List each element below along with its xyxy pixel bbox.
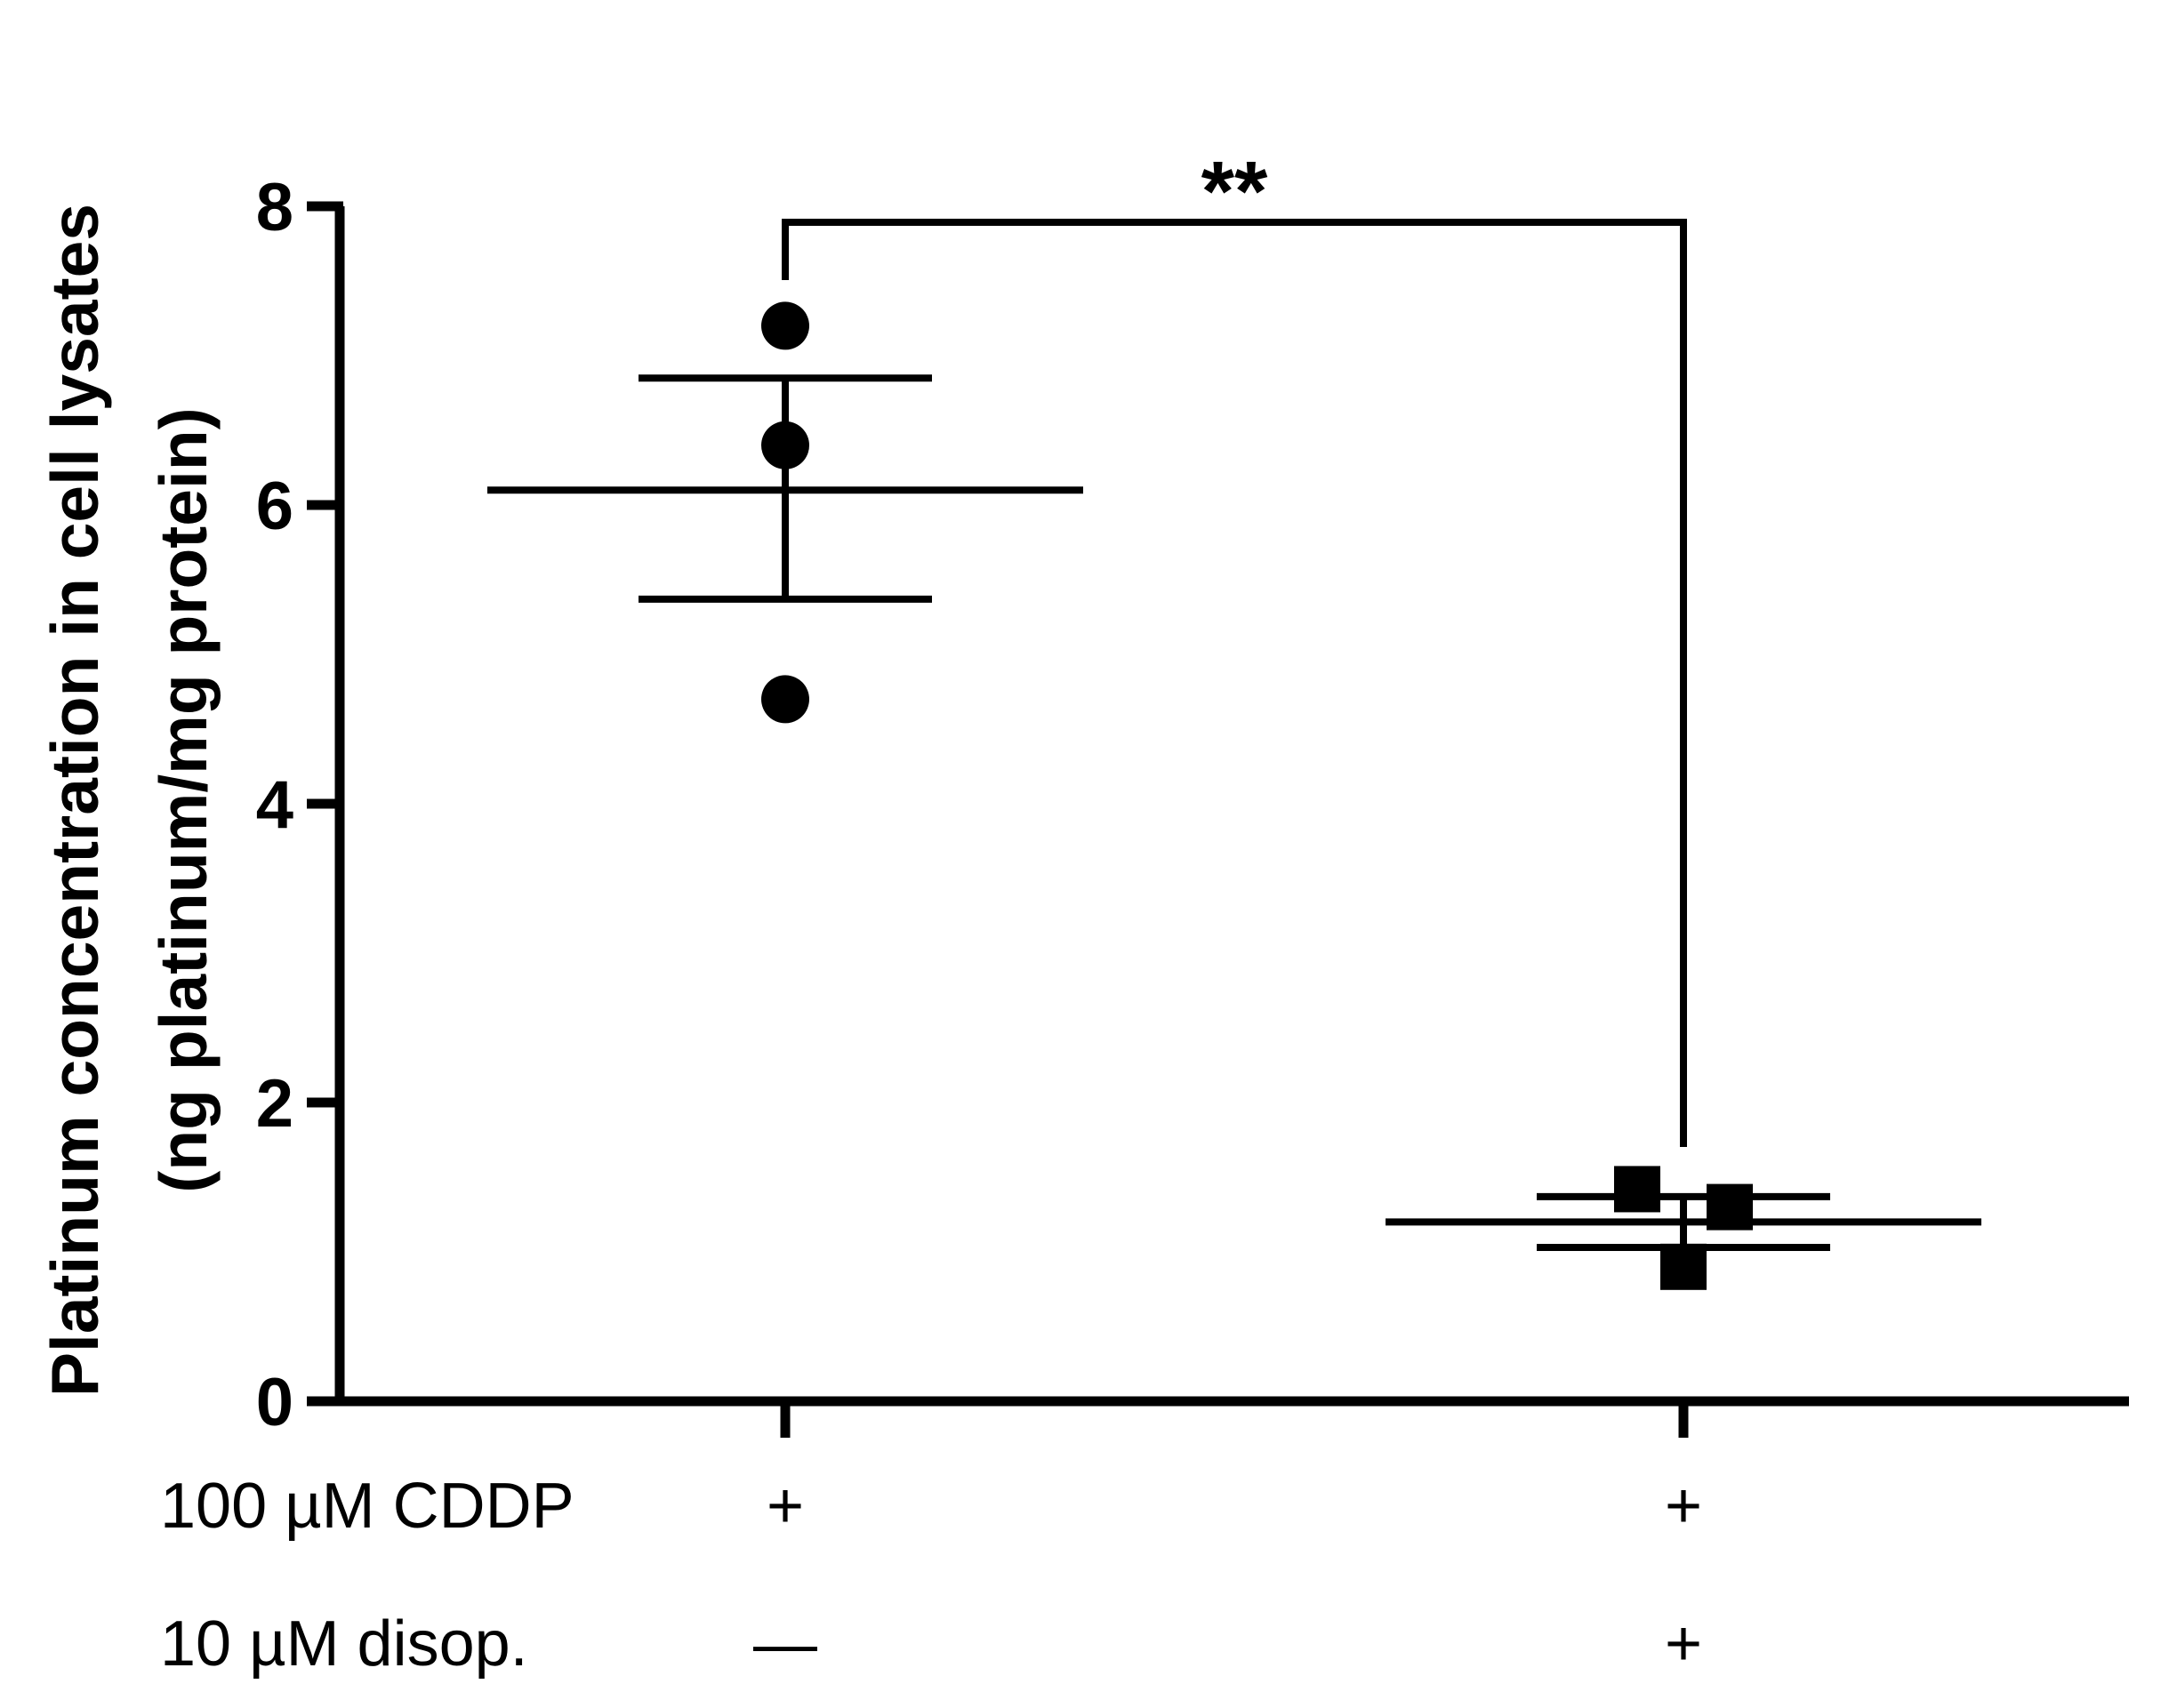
significance-bracket-line [782,219,1687,1147]
x-ticks [780,1405,1689,1438]
condition-row-label-2: 10 µM disop. [160,1608,528,1680]
y-axis-label-line-2: (ng platinum/mg protein) [146,407,221,1192]
data-points [761,301,1753,1290]
data-point-g1-2 [761,421,809,469]
y-tick-label-8: 8 [256,170,293,245]
condition-rows: 100 µM CDDP + +10 µM disop. — + [160,1471,1702,1680]
significance-stars: ** [1201,144,1268,239]
y-tick-label-4: 4 [256,767,293,843]
condition-row-2-value-2: + [1665,1608,1702,1680]
data-point-g1-3 [761,675,809,724]
condition-row-2-value-1: — [753,1608,817,1680]
y-tick-label-0: 0 [256,1365,293,1440]
data-point-g2-1 [1614,1166,1660,1213]
error-bars [487,374,1981,1251]
significance-bracket: ** [782,144,1687,1147]
data-point-g2-2 [1707,1183,1753,1231]
condition-row-1-value-2: + [1665,1471,1702,1542]
y-axis-label-line-1: Platinum concentration in cell lysates [37,204,112,1397]
condition-row-label-1: 100 µM CDDP [160,1471,574,1542]
condition-row-1-value-1: + [767,1471,804,1542]
y-tick-label-6: 6 [256,469,293,544]
y-tick-label-2: 2 [256,1066,293,1142]
y-ticks: 0 2 4 6 8 [256,170,343,1440]
data-point-g2-3 [1660,1243,1707,1290]
data-point-g1-1 [761,301,809,350]
